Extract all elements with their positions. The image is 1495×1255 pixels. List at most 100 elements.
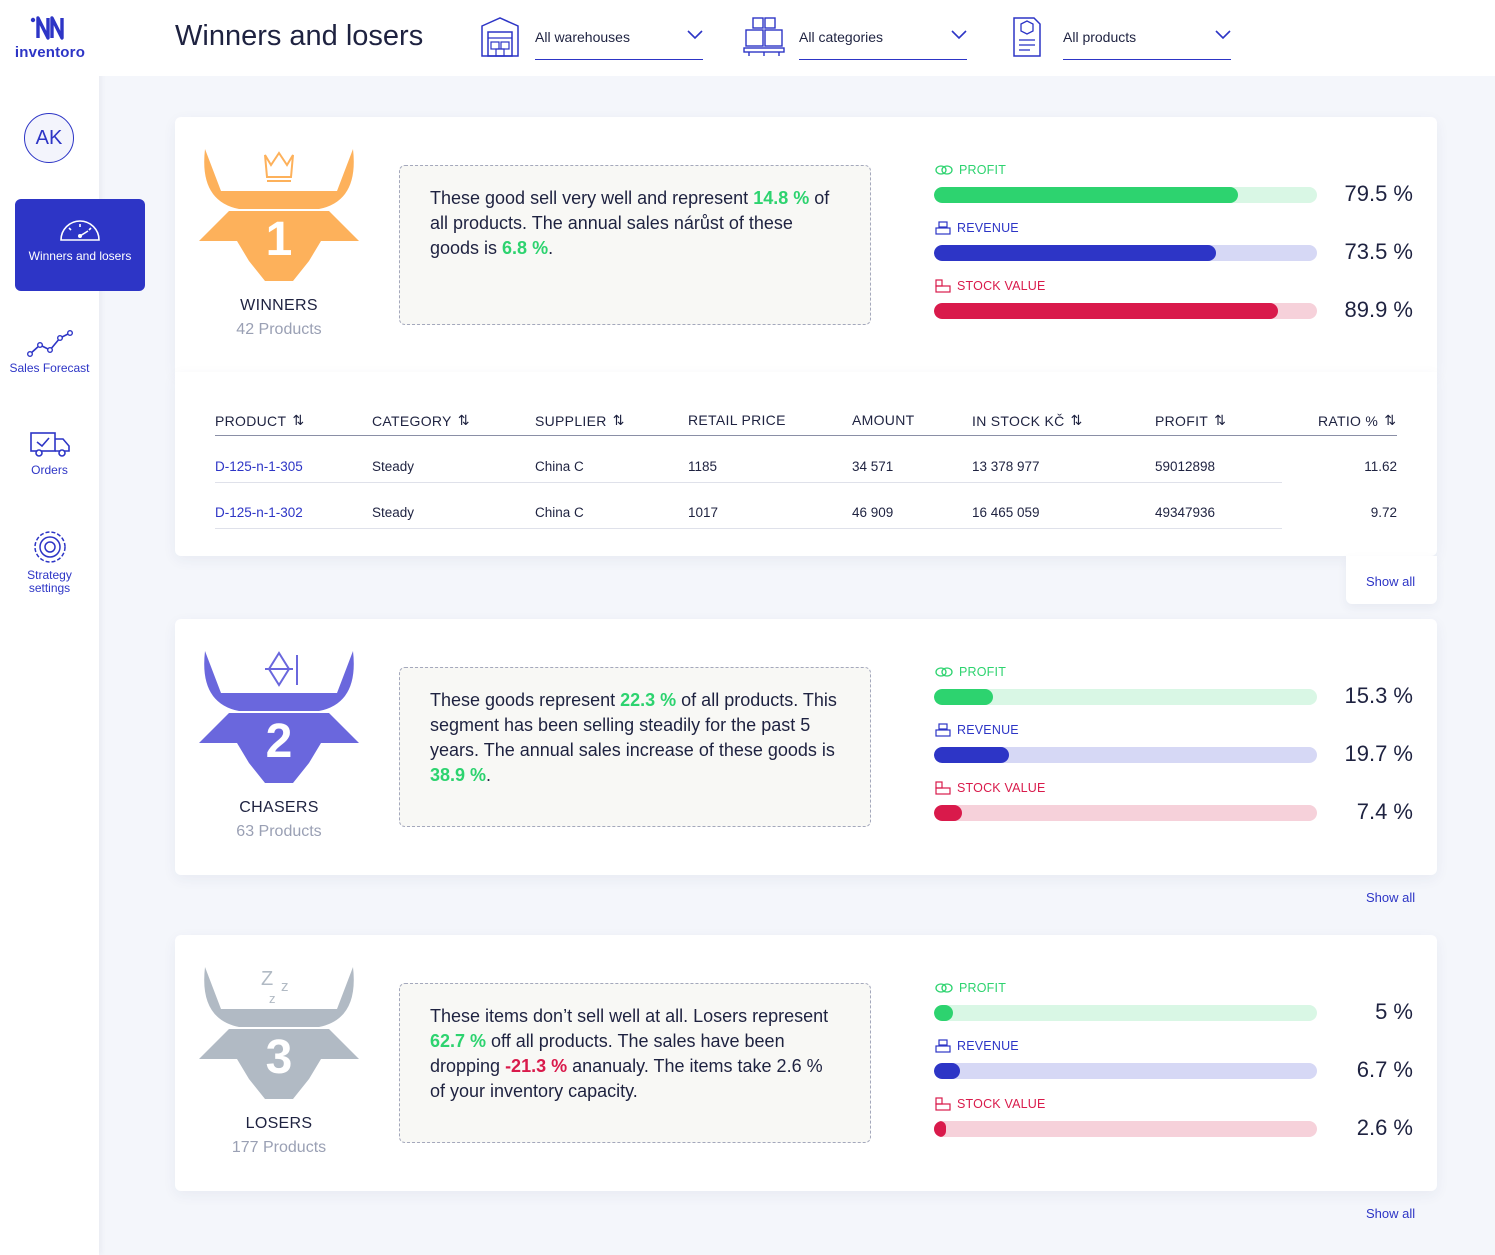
- trend-line-icon: [26, 330, 73, 358]
- profit-label: PROFIT: [935, 981, 1006, 995]
- desc-text: .: [548, 238, 554, 258]
- revenue-label-text: REVENUE: [957, 723, 1019, 737]
- nav-label: Strategy settings: [27, 568, 72, 595]
- cash-register-icon: [935, 221, 951, 235]
- column-header-category[interactable]: CATEGORY ⇅: [372, 412, 470, 429]
- table-header-divider: [215, 435, 1397, 436]
- product-select[interactable]: All products: [1063, 26, 1231, 60]
- table-cell-amount: 34 571: [852, 459, 894, 474]
- chevron-down-icon: [951, 30, 967, 40]
- column-header-ratio[interactable]: RATIO % ⇅: [1318, 412, 1396, 429]
- segment-count: 177 Products: [231, 1139, 327, 1156]
- logo-mark-icon: [30, 16, 64, 40]
- table-row-divider: [215, 528, 1282, 529]
- revenue-bar: [934, 747, 1317, 763]
- segment-rank-text: 2: [266, 715, 293, 768]
- svg-text:z: z: [281, 978, 289, 995]
- svg-text:z: z: [269, 991, 276, 1006]
- nav-item-orders[interactable]: Orders: [0, 430, 99, 477]
- top-header: Winners and losers All warehouses All ca…: [99, 0, 1495, 76]
- table-cell-retail-price: 1185: [688, 459, 718, 474]
- cash-register-icon: [935, 723, 951, 737]
- table-cell-profit: 59012898: [1155, 459, 1216, 474]
- revenue-label: REVENUE: [935, 1039, 1019, 1053]
- stock-value-bar-fill: [934, 805, 963, 821]
- stock-boxes-icon: [935, 781, 951, 795]
- table-cell-category: Steady: [372, 459, 415, 474]
- column-header-profit[interactable]: PROFIT ⇅: [1155, 412, 1226, 429]
- warehouse-select-value: All warehouses: [535, 29, 630, 45]
- nav-label: Sales Forecast: [9, 361, 90, 375]
- nav-item-winners-and-losers[interactable]: Winners and losers: [15, 199, 145, 291]
- profit-bar-fill: [934, 187, 1239, 203]
- column-header-label: RATIO %: [1318, 412, 1379, 429]
- category-select-value: All categories: [799, 29, 884, 45]
- nav-item-sales-forecast[interactable]: Sales Forecast: [0, 330, 99, 375]
- sort-icon: ⇅: [1214, 412, 1227, 428]
- segment-count: 42 Products: [236, 321, 322, 338]
- revenue-value: 19.7 %: [1344, 741, 1414, 766]
- profit-value: 79.5 %: [1344, 181, 1414, 206]
- stock-value-value: 2.6 %: [1356, 1115, 1413, 1140]
- category-select[interactable]: All categories: [799, 26, 967, 60]
- revenue-value: 6.7 %: [1356, 1057, 1413, 1082]
- cash-register-icon: [935, 1039, 951, 1053]
- profit-bar: [934, 1005, 1317, 1021]
- profit-bar: [934, 689, 1317, 705]
- column-header-product[interactable]: PRODUCT ⇅: [215, 412, 304, 429]
- desc-highlight-share: 62.7 %: [430, 1031, 487, 1051]
- product-link[interactable]: D-125-n-1-305: [215, 459, 303, 474]
- coins-icon: [935, 983, 953, 993]
- sort-icon: ⇅: [1070, 412, 1083, 428]
- revenue-value: 73.5 %: [1344, 239, 1414, 264]
- nav-item-strategy-settings[interactable]: Strategy settings: [0, 529, 99, 595]
- show-all-winners-link[interactable]: Show all: [1366, 574, 1416, 589]
- table-cell-category: Steady: [372, 505, 415, 520]
- desc-text: .: [486, 765, 492, 785]
- show-all-losers-link[interactable]: Show all: [1366, 1206, 1416, 1221]
- desc-text: These items don’t sell well at all. Lose…: [430, 1006, 829, 1026]
- product-select-value: All products: [1063, 29, 1137, 45]
- table-cell-supplier: China C: [535, 505, 584, 520]
- column-header-in-stock[interactable]: IN STOCK KČ ⇅: [972, 412, 1083, 429]
- warehouse-select[interactable]: All warehouses: [535, 26, 703, 60]
- user-avatar[interactable]: AK: [24, 113, 74, 163]
- profit-bar: [934, 187, 1317, 203]
- column-header-supplier[interactable]: SUPPLIER ⇅: [535, 412, 625, 429]
- sort-icon: ⇅: [292, 412, 305, 428]
- stock-value-bar: [934, 1121, 1317, 1137]
- nav-label: Orders: [31, 463, 68, 477]
- profit-bar-fill: [934, 1005, 954, 1021]
- profit-label: PROFIT: [935, 665, 1006, 679]
- chasers-bull-compass-icon: 2: [199, 651, 359, 783]
- winners-bull-crown-icon: 1: [199, 149, 359, 281]
- table-cell-ratio: 9.72: [1370, 505, 1397, 520]
- segment-name: CHASERS: [239, 799, 319, 816]
- speedometer-icon: [60, 220, 100, 241]
- profit-value: 15.3 %: [1344, 683, 1414, 708]
- product-link[interactable]: D-125-n-1-302: [215, 505, 303, 520]
- page-title: Winners and losers: [175, 20, 424, 52]
- column-header-label: SUPPLIER: [535, 412, 607, 429]
- product-sheet-icon: [1013, 17, 1041, 57]
- desc-highlight-share: 14.8 %: [753, 188, 810, 208]
- stock-value-label-text: STOCK VALUE: [957, 279, 1046, 293]
- losers-bull-sleep-icon: Z z z 3: [199, 967, 359, 1099]
- delivery-truck-icon: [29, 432, 70, 457]
- revenue-bar-fill: [934, 245, 1216, 261]
- profit-label-text: PROFIT: [959, 163, 1007, 177]
- brand-logo[interactable]: inventoro: [10, 12, 90, 61]
- boxes-icon: [743, 17, 785, 56]
- desc-text: ananualy. The items take 2.6 % of your i…: [430, 1056, 823, 1101]
- table-row-divider: [215, 482, 1282, 483]
- table-cell-amount: 46 909: [852, 505, 894, 520]
- profit-value: 5 %: [1375, 999, 1413, 1024]
- column-header-label: PRODUCT: [215, 412, 287, 429]
- show-all-chasers-link[interactable]: Show all: [1366, 890, 1416, 905]
- stock-value-bar-fill: [934, 303, 1279, 319]
- stock-value-label: STOCK VALUE: [935, 781, 1046, 795]
- segment-rank-text: 3: [266, 1031, 293, 1084]
- desc-highlight-share: 22.3 %: [620, 690, 677, 710]
- stock-value-value: 7.4 %: [1356, 799, 1413, 824]
- table-cell-in-stock: 16 465 059: [972, 505, 1040, 520]
